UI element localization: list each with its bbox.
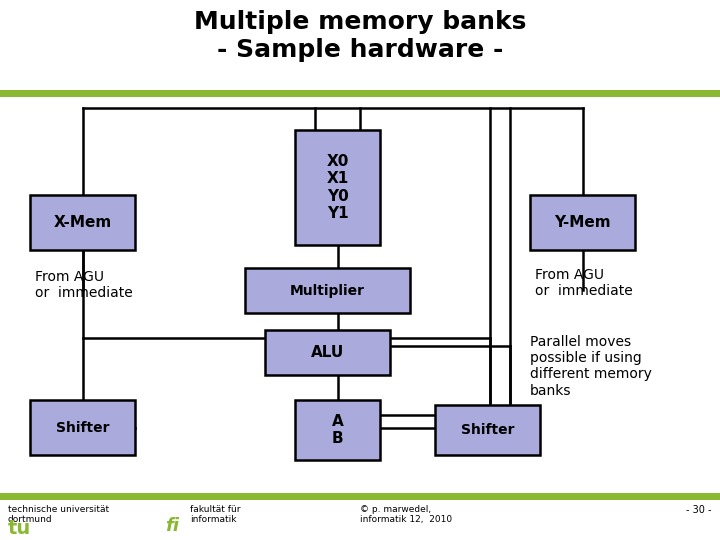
Bar <box>30 195 135 250</box>
Text: A
B: A B <box>332 414 343 446</box>
Bar <box>435 405 540 455</box>
Text: fi: fi <box>165 517 179 535</box>
Text: Parallel moves
possible if using
different memory
banks: Parallel moves possible if using differe… <box>530 335 652 397</box>
Text: Multiplier: Multiplier <box>290 284 365 298</box>
Text: From AGU
or  immediate: From AGU or immediate <box>535 268 633 298</box>
Text: From AGU
or  immediate: From AGU or immediate <box>35 270 132 300</box>
Text: technische universität
dortmund: technische universität dortmund <box>8 505 109 524</box>
Bar <box>295 400 380 460</box>
Bar <box>295 130 380 245</box>
Bar <box>245 268 410 313</box>
Bar <box>0 493 720 500</box>
Bar <box>265 330 390 375</box>
Bar <box>30 400 135 455</box>
Text: Shifter: Shifter <box>55 421 109 435</box>
Text: Y-Mem: Y-Mem <box>554 215 611 230</box>
Bar <box>530 195 635 250</box>
Text: X0
X1
Y0
Y1: X0 X1 Y0 Y1 <box>326 154 348 221</box>
Text: - 30 -: - 30 - <box>686 505 712 515</box>
Text: © p. marwedel,
informatik 12,  2010: © p. marwedel, informatik 12, 2010 <box>360 505 452 524</box>
Text: Multiple memory banks
- Sample hardware -: Multiple memory banks - Sample hardware … <box>194 10 526 62</box>
Text: X-Mem: X-Mem <box>53 215 112 230</box>
Text: fakultät für
informatik: fakultät für informatik <box>190 505 240 524</box>
Text: ALU: ALU <box>311 345 344 360</box>
Text: tu: tu <box>8 519 31 538</box>
Text: Shifter: Shifter <box>461 423 514 437</box>
Bar <box>0 90 720 97</box>
